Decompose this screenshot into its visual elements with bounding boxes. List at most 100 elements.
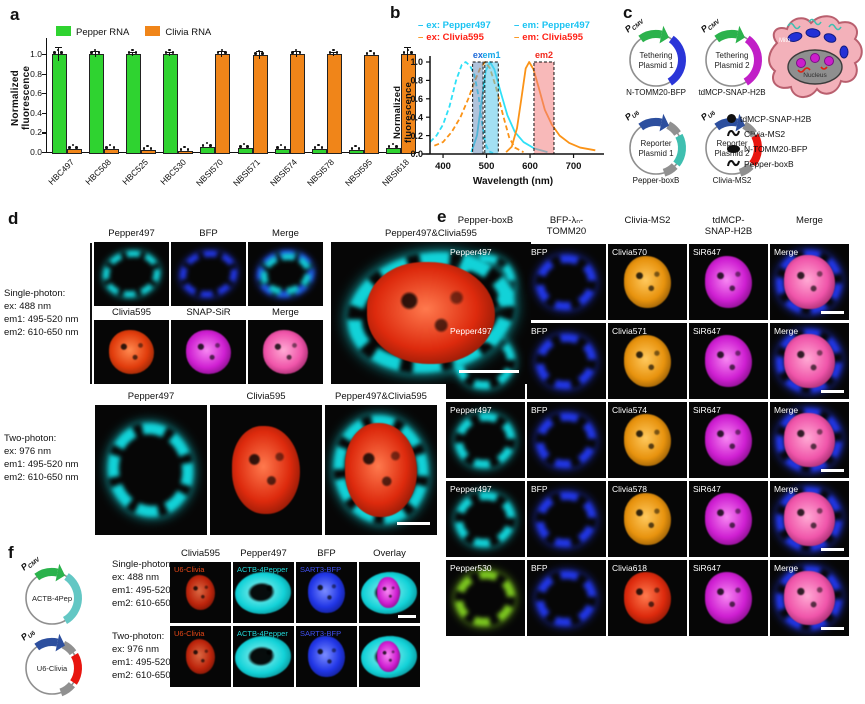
- replicate-dot: [97, 51, 101, 54]
- micrograph-label: Clivia578: [612, 484, 647, 494]
- panel-e-row-2: Pepper497 BFP Clivia571 SiR647 Merge: [446, 323, 849, 399]
- micrograph-pepper497: Pepper497: [446, 323, 525, 399]
- mito-ring-signal: [532, 249, 601, 315]
- promoter-arrow: [34, 638, 59, 651]
- promoter-label: PCMV: [19, 552, 42, 574]
- nucleus-signal: [367, 261, 495, 365]
- replicate-dot: [350, 147, 354, 150]
- legend-item-clivia: Clivia RNA: [145, 26, 211, 38]
- micrograph-label: BFP: [531, 563, 548, 573]
- replicate-dot: [357, 147, 361, 150]
- panel-e-row-4: Pepper497 BFP Clivia578 SiR647 Merge: [446, 481, 849, 557]
- micrograph-label: Clivia618: [612, 563, 647, 573]
- micrograph-label: ACTB-4Pepper: [237, 629, 288, 638]
- replicate-dot: [276, 146, 279, 149]
- y-tick-label: 0.6: [410, 94, 423, 104]
- gene-arc: [738, 163, 754, 177]
- mito-ring-signal: [99, 246, 164, 302]
- bar-NBSI574-Pepper-RNA: [274, 149, 290, 154]
- mito-ring-signal: [451, 407, 520, 473]
- replicate-dot: [205, 141, 209, 145]
- legend-item-pepper: Pepper RNA: [56, 26, 129, 38]
- bar-NBSI595-Pepper-RNA: [349, 150, 365, 154]
- y-tick-label: 0.8: [30, 68, 42, 79]
- micrograph-merge: [248, 320, 323, 384]
- nucleus-signal: [784, 412, 835, 468]
- mitochondrion: [839, 45, 849, 59]
- replicate-dot: [365, 51, 369, 55]
- micrograph-overlay: [359, 562, 420, 623]
- column-header-bfp: BFP: [199, 228, 218, 239]
- plasmid-map-reporter-1: PU6 Reporter Plasmid 1: [618, 98, 694, 186]
- error-bar: [258, 51, 260, 59]
- replicate-dot: [224, 51, 227, 54]
- replicate-dot: [108, 143, 112, 147]
- micrograph-merge: Merge: [770, 402, 849, 478]
- panel-e-row-1: Pepper497 BFP Clivia570 SiR647 Merge: [446, 244, 849, 320]
- nucleus-signal: [704, 335, 753, 387]
- promoter-arrow: [638, 30, 663, 43]
- replicate-dot: [372, 51, 376, 55]
- replicate-dot: [313, 146, 317, 149]
- plasmid-map-u6-clivia: PU6 U6-Clivia: [14, 618, 90, 704]
- replicate-dot: [164, 51, 168, 54]
- y-tick-label: 0.4: [30, 107, 42, 118]
- error-bar-cap: [292, 51, 300, 53]
- panel-d-bottom-row: [95, 405, 437, 535]
- y-tick-mark: [42, 93, 46, 95]
- micrograph-label: Pepper497: [450, 405, 492, 415]
- error-bar-cap: [54, 47, 62, 49]
- micrograph-label: Pepper497: [450, 247, 492, 257]
- column-header-pepper497: Pepper497: [108, 228, 155, 239]
- micrograph-label: SiR647: [693, 484, 721, 494]
- plasmid-name: Tethering: [716, 51, 749, 60]
- panel-d-grid1-headers: Pepper497 BFP Merge: [94, 228, 323, 240]
- overlay-nucleus-signal: [377, 576, 401, 609]
- bar-HBC497-Pepper-RNA: [51, 54, 67, 154]
- scale-bar: [820, 310, 845, 314]
- column-header-clivia595: Clivia595: [180, 548, 221, 559]
- panel-b-legend: – ex: Pepper497 – em: Pepper497 – ex: Clivi…: [418, 20, 624, 43]
- micrograph-label: ACTB-4Pepper: [237, 565, 288, 574]
- y-tick-label: 1.0: [30, 49, 42, 59]
- bar-HBC508-Pepper-RNA: [88, 54, 104, 154]
- gene-arc: [62, 573, 82, 624]
- promoter-arrowhead: [735, 113, 745, 132]
- solid-line-swatch: –: [514, 20, 520, 31]
- legend-label-pepper-rna: Pepper RNA: [76, 27, 130, 38]
- y-tick-label: 0.2: [410, 131, 423, 141]
- promoter-arrow: [714, 30, 739, 43]
- column-header-pepper497-clivia595: Pepper497&Clivia595: [385, 228, 477, 239]
- legend-label-clivia-rna: Clivia RNA: [165, 27, 212, 38]
- blue-oval-icon: [727, 144, 740, 153]
- micrograph-sart3-bfp: SART3-BFP: [296, 562, 357, 623]
- nucleus-signal: [345, 423, 417, 517]
- panel-e-label: e: [437, 207, 447, 226]
- micrograph-label: Pepper530: [450, 563, 492, 573]
- replicate-dot: [283, 146, 287, 149]
- y-tick-label: 0.0: [30, 147, 42, 157]
- micrograph-label: Merge: [774, 405, 799, 415]
- legend-item-n-tomm20-bfp: N-TOMM20-BFP: [727, 141, 811, 156]
- column-header-pepper497: Pepper497: [240, 548, 287, 559]
- replicate-dot: [391, 142, 395, 146]
- error-bar: [169, 52, 171, 56]
- nucleus-signal: [109, 330, 154, 374]
- column-header-bfp: BFP: [317, 548, 336, 559]
- bar-NBSI595-Clivia-RNA: [364, 54, 380, 154]
- error-bar-cap: [218, 51, 226, 53]
- nucleus-signal: [784, 570, 835, 626]
- micrograph-u6-clivia: U6-Clivia: [170, 562, 231, 623]
- micrograph-label: SiR647: [693, 326, 721, 336]
- panel-e-headers: Pepper-boxB BFP-λₙ- TOMM20 Clivia-MS2 tdM…: [446, 215, 849, 238]
- plasmid-caption-n-tomm20-bfp: N-TOMM20-BFP: [626, 88, 686, 97]
- micrograph-label: SiR647: [693, 247, 721, 257]
- promoter-arrowhead: [735, 25, 745, 44]
- micrograph-actb-4pepper: ACTB-4Pepper: [233, 562, 294, 623]
- pepper-rna-squiggle: [787, 22, 801, 30]
- band-label-ex: ex: [473, 50, 483, 60]
- replicate-dot: [171, 51, 175, 54]
- bar-NBSI571-Clivia-RNA: [252, 54, 268, 154]
- column-header-pepper497-clivia595: Pepper497&Clivia595: [335, 391, 427, 402]
- panel-f-two-photon-settings: Two-photon: ex: 976 nm em1: 495-520 nm em2…: [112, 631, 187, 681]
